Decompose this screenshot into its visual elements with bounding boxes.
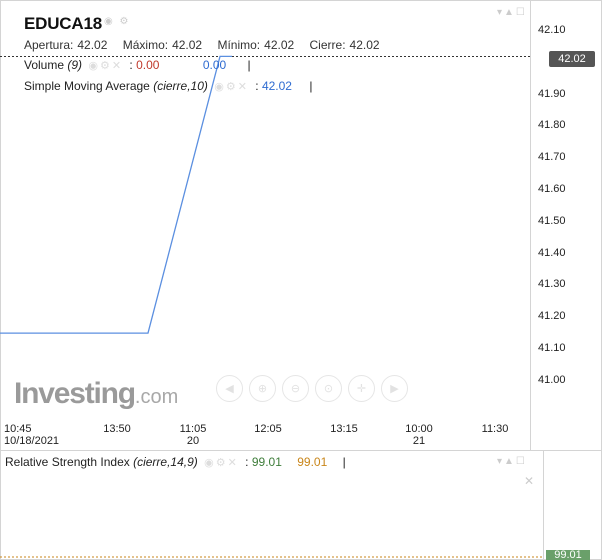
study-tools-icon[interactable]: ◉⚙✕	[204, 457, 239, 469]
zoom-in-icon[interactable]: ⊕	[249, 375, 276, 402]
y-tick-label: 41.40	[538, 246, 566, 259]
study-tools-icon[interactable]: ◉⚙✕	[88, 60, 124, 72]
move-icon[interactable]: ✛	[348, 375, 375, 402]
ohlc-row: Apertura: 42.02 Máximo: 42.02 Mínimo: 42.02…	[24, 38, 380, 52]
x-tick-label: 11:30	[455, 423, 535, 435]
zoom-out-icon[interactable]: ⊖	[282, 375, 309, 402]
rsi-end: |	[342, 455, 346, 469]
x-tick-label: 10:45 10/18/2021	[4, 423, 84, 447]
study-sma[interactable]: Simple Moving Average (cierre,10) ◉⚙✕ : …	[24, 79, 312, 93]
x-tick-label: 11:05 20	[153, 423, 233, 447]
x-tick-date: 20	[186, 435, 200, 447]
scroll-right-icon[interactable]: ▶	[381, 375, 408, 402]
high-value: 42.02	[172, 38, 203, 52]
y-tick-label: 42.10	[538, 24, 566, 36]
x-tick-time: 11:30	[481, 423, 509, 435]
sma-end: |	[309, 79, 313, 93]
rsi-value-2: 99.01	[297, 455, 328, 469]
x-tick-time: 11:05	[179, 423, 207, 435]
rsi-pane-controls-icon[interactable]: ▾▲☐	[497, 456, 527, 467]
sma-name: Simple Moving Average	[24, 79, 150, 93]
y-tick-label: 41.70	[538, 151, 566, 164]
open-value: 42.02	[77, 38, 108, 52]
watermark-brand: Investing	[14, 377, 136, 410]
study-rsi[interactable]: Relative Strength Index (cierre,14,9) ◉⚙…	[5, 455, 346, 469]
low-label: Mínimo:	[217, 38, 261, 52]
x-tick-time: 12:05	[254, 423, 282, 435]
x-tick-label: 13:15	[304, 423, 384, 435]
nav-toolbar: ◀ ⊕ ⊖ ⊙ ✛ ▶	[216, 375, 408, 402]
volume-name: Volume	[24, 58, 65, 72]
open-label: Apertura:	[24, 38, 74, 52]
scroll-left-icon[interactable]: ◀	[216, 375, 243, 402]
symbol-title: EDUCA18	[24, 14, 102, 33]
rsi-sep: :	[245, 455, 249, 469]
y-tick-label: 41.00	[538, 373, 566, 386]
y-tick-label: 41.30	[538, 278, 566, 291]
sma-value: 42.02	[261, 79, 292, 93]
x-tick-time: 10:45	[4, 423, 32, 435]
close-label: Cierre:	[309, 38, 346, 52]
rsi-close-icon[interactable]: ✕	[524, 474, 537, 488]
low-value: 42.02	[264, 38, 295, 52]
last-price-tag: 42.02	[549, 51, 595, 67]
pane-controls-icon[interactable]: ▾▲☐	[497, 7, 527, 18]
volume-end: |	[247, 58, 251, 72]
x-tick-date: 21	[412, 435, 426, 447]
sma-param: (cierre,10)	[153, 79, 208, 93]
study-tools-icon[interactable]: ◉⚙✕	[214, 81, 249, 93]
symbol-tools-icons[interactable]: ◉ ⚙	[104, 16, 131, 27]
y-tick-label: 41.20	[538, 310, 566, 323]
x-tick-time: 13:15	[330, 423, 358, 435]
rsi-value-1: 99.01	[251, 455, 282, 469]
x-tick-date: 10/18/2021	[4, 435, 60, 447]
investing-logo: Investing.com	[14, 377, 178, 411]
y-tick-label: 41.80	[538, 119, 566, 132]
zoom-fit-icon[interactable]: ⊙	[315, 375, 342, 402]
volume-param: (9)	[67, 58, 83, 72]
x-tick-time: 13:50	[103, 423, 131, 435]
x-tick-time: 10:00	[405, 423, 433, 435]
study-volume[interactable]: Volume (9) ◉⚙✕ : 0.00 0.00 |	[24, 58, 251, 72]
rsi-param: (cierre,14,9)	[133, 455, 198, 469]
price-line	[0, 55, 232, 334]
rsi-value-tag: 99.01	[546, 550, 590, 560]
rsi-axis-pane	[543, 450, 602, 560]
rsi-chart[interactable]	[0, 451, 543, 559]
volume-value-1: 0.00	[136, 58, 160, 72]
x-tick-label: 13:50	[77, 423, 157, 435]
y-tick-label: 41.50	[538, 214, 566, 227]
y-tick-label: 41.10	[538, 342, 566, 354]
x-tick-label: 12:05	[228, 423, 308, 435]
rsi-name: Relative Strength Index	[5, 455, 130, 469]
volume-sep: :	[129, 58, 133, 72]
high-label: Máximo:	[122, 38, 169, 52]
y-tick-label: 41.90	[538, 87, 566, 100]
volume-value-2: 0.00	[202, 58, 227, 72]
watermark-suffix: .com	[134, 386, 179, 408]
y-tick-label: 41.60	[538, 183, 566, 195]
x-tick-label: 10:00 21	[379, 423, 459, 447]
sma-sep: :	[255, 79, 259, 93]
close-value: 42.02	[349, 38, 380, 52]
price-chart[interactable]	[0, 0, 530, 450]
